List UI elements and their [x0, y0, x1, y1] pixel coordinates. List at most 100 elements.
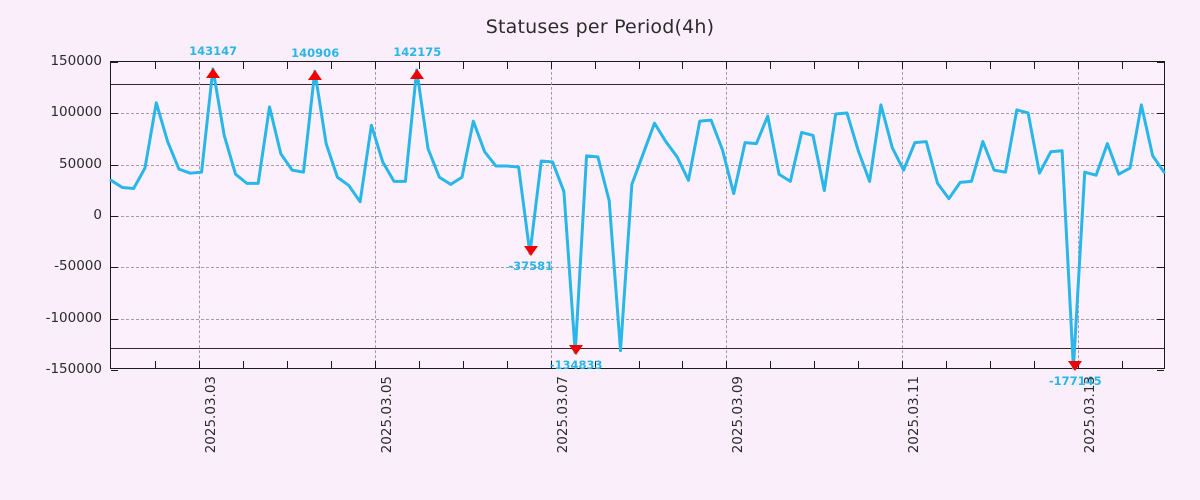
x-tick-mark [770, 62, 772, 69]
gridline-horizontal [111, 267, 1164, 269]
x-tick-mark [1078, 62, 1080, 69]
x-tick-mark [814, 361, 816, 368]
y-tick-label: 0 [93, 207, 102, 223]
chart-title: Statuses per Period(4h) [485, 16, 715, 38]
x-tick-mark [462, 62, 464, 69]
x-tick-label: 2025.03.09 [730, 376, 747, 454]
x-tick-mark [638, 62, 640, 69]
upper-clip-line [111, 84, 1164, 85]
x-tick-mark [858, 62, 860, 69]
x-tick-mark [858, 361, 860, 368]
y-tick-label: -50000 [54, 258, 102, 275]
y-axis-labels: 150000 100000 50000 0 -50000 -100000 -150000 [0, 53, 102, 377]
x-tick-label: 2025.03.05 [378, 376, 395, 454]
y-tick-label: 50000 [59, 155, 102, 172]
y-tick-mark [1157, 267, 1164, 269]
x-tick-label: 2025.03.03 [202, 376, 219, 454]
gridline-horizontal [111, 113, 1164, 115]
lower-clip-line [111, 348, 1164, 349]
peak-value-label: -134833 [549, 358, 603, 373]
x-tick-mark [418, 62, 420, 69]
peak-value-label: -177145 [1048, 374, 1102, 388]
plot-area: 143147 140906 142175 -37581 -134833 -177145 [109, 44, 1166, 388]
x-tick-mark [242, 62, 244, 69]
x-tick-label: 2025.03.07 [554, 376, 571, 454]
x-tick-mark [594, 361, 596, 368]
x-tick-mark [330, 62, 332, 69]
y-tick-mark [1157, 113, 1164, 115]
x-tick-mark [946, 62, 948, 69]
x-axis-labels: 2025.03.03 2025.03.05 2025.03.07 2025.03.09… [110, 376, 1165, 496]
peak-low-marker [569, 345, 584, 356]
x-tick-mark [682, 361, 684, 368]
series-line [109, 67, 1166, 370]
x-tick-label: 2025.03.13 [1082, 376, 1099, 454]
gridline-horizontal [111, 318, 1164, 320]
x-tick-mark [726, 361, 728, 368]
x-tick-mark [726, 62, 728, 69]
peak-high-marker [308, 70, 323, 81]
peak-high-marker [206, 68, 221, 79]
y-tick-mark [1157, 370, 1164, 371]
peak-low-marker [523, 245, 538, 256]
x-tick-mark [1034, 62, 1036, 69]
x-tick-mark [902, 62, 904, 69]
x-tick-mark [418, 361, 420, 368]
gridline-vertical [902, 62, 904, 368]
y-tick-mark [1157, 62, 1164, 63]
x-tick-mark [374, 361, 376, 368]
x-tick-mark [594, 62, 596, 69]
gridline-vertical [374, 62, 376, 368]
x-tick-mark [1034, 361, 1036, 368]
gridline-vertical [1078, 62, 1080, 368]
x-tick-mark [814, 62, 816, 69]
x-tick-mark [506, 361, 508, 368]
peak-value-label: -37581 [508, 258, 554, 273]
x-tick-mark [902, 361, 904, 368]
y-tick-mark [111, 216, 118, 217]
y-tick-mark [111, 267, 118, 269]
series-polyline [109, 67, 1166, 370]
gridline-vertical [726, 62, 728, 368]
x-tick-mark [506, 62, 508, 69]
x-tick-mark [242, 361, 244, 368]
x-tick-mark [770, 361, 772, 368]
y-tick-label: -150000 [45, 361, 102, 377]
y-tick-mark [1157, 318, 1164, 320]
y-tick-mark [111, 370, 118, 371]
peak-value-label: 143147 [189, 44, 238, 59]
y-tick-mark [1157, 216, 1164, 217]
x-tick-mark [990, 62, 992, 69]
x-tick-label: 2025.03.11 [906, 376, 923, 454]
x-tick-mark [198, 62, 200, 69]
y-tick-mark [111, 62, 118, 63]
y-tick-mark [111, 318, 118, 320]
y-tick-mark [111, 164, 118, 166]
x-tick-mark [198, 361, 200, 368]
gridline-vertical [550, 62, 552, 368]
x-tick-mark [330, 361, 332, 368]
y-tick-mark [111, 113, 118, 115]
x-tick-mark [1122, 62, 1124, 69]
y-tick-label: -100000 [45, 309, 102, 326]
x-tick-mark [682, 62, 684, 69]
x-tick-mark [550, 62, 552, 69]
x-tick-mark [638, 361, 640, 368]
x-tick-mark [1122, 361, 1124, 368]
x-tick-mark [286, 62, 288, 69]
x-tick-mark [286, 361, 288, 368]
x-tick-mark [990, 361, 992, 368]
peak-low-marker [1068, 361, 1083, 371]
peak-value-label: 140906 [291, 46, 340, 61]
gridline-horizontal [111, 216, 1164, 217]
gridline-vertical [198, 62, 200, 368]
x-tick-mark [462, 361, 464, 368]
y-tick-label: 100000 [50, 104, 102, 121]
x-tick-mark [154, 62, 156, 69]
x-tick-mark [550, 361, 552, 368]
peak-value-label: 142175 [393, 45, 442, 60]
x-tick-mark [374, 62, 376, 69]
y-tick-label: 150000 [50, 53, 102, 69]
x-tick-mark [946, 361, 948, 368]
